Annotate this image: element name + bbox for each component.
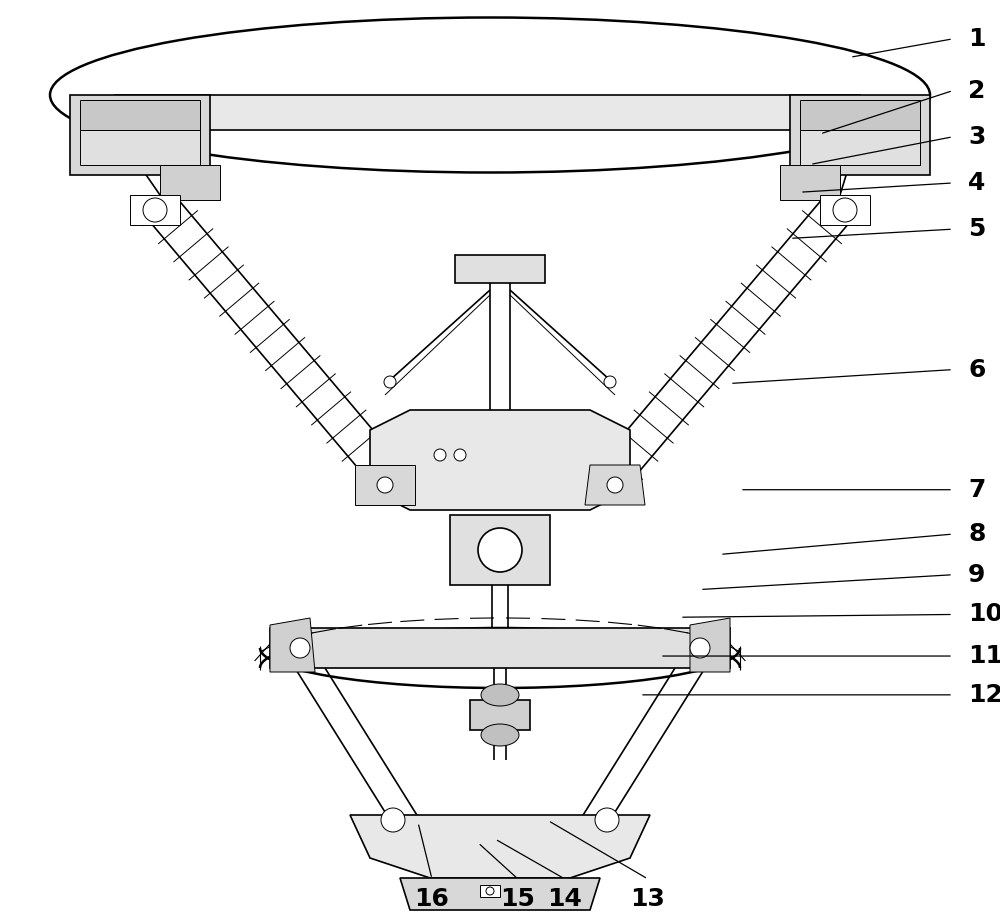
Polygon shape <box>800 100 920 130</box>
Text: 5: 5 <box>968 217 985 241</box>
Polygon shape <box>470 700 530 730</box>
Circle shape <box>607 477 623 493</box>
Polygon shape <box>690 618 730 672</box>
Polygon shape <box>790 95 930 175</box>
Polygon shape <box>350 815 650 878</box>
Bar <box>450 515 550 585</box>
Polygon shape <box>115 95 860 130</box>
Polygon shape <box>585 465 645 505</box>
Text: 3: 3 <box>968 125 985 149</box>
Polygon shape <box>780 165 840 200</box>
Polygon shape <box>160 165 220 200</box>
Bar <box>270 628 730 668</box>
Circle shape <box>454 449 466 461</box>
Circle shape <box>690 638 710 658</box>
Bar <box>455 255 545 283</box>
Text: 11: 11 <box>968 644 1000 668</box>
Bar <box>480 885 500 897</box>
Polygon shape <box>270 618 315 672</box>
Text: 14: 14 <box>548 887 582 911</box>
Text: 9: 9 <box>968 563 985 587</box>
Text: 7: 7 <box>968 478 985 502</box>
Polygon shape <box>80 100 200 130</box>
Circle shape <box>290 638 310 658</box>
Text: 2: 2 <box>968 79 985 103</box>
Circle shape <box>478 528 522 572</box>
Circle shape <box>384 376 396 388</box>
Ellipse shape <box>481 684 519 706</box>
Polygon shape <box>370 410 630 510</box>
Polygon shape <box>800 130 920 165</box>
Ellipse shape <box>481 724 519 746</box>
Polygon shape <box>355 465 415 505</box>
Circle shape <box>381 808 405 832</box>
Circle shape <box>604 376 616 388</box>
Circle shape <box>434 449 446 461</box>
Polygon shape <box>820 195 870 225</box>
Circle shape <box>486 887 494 895</box>
Ellipse shape <box>50 18 930 173</box>
Text: 10: 10 <box>968 602 1000 626</box>
Text: 16: 16 <box>415 887 449 911</box>
Text: 8: 8 <box>968 522 985 546</box>
Text: 6: 6 <box>968 358 985 382</box>
Text: 15: 15 <box>501 887 535 911</box>
Text: 12: 12 <box>968 683 1000 707</box>
Text: 13: 13 <box>631 887 665 911</box>
Circle shape <box>143 198 167 222</box>
Polygon shape <box>70 95 210 175</box>
Polygon shape <box>130 195 180 225</box>
Polygon shape <box>400 878 600 910</box>
Circle shape <box>377 477 393 493</box>
Text: 1: 1 <box>968 27 986 51</box>
Circle shape <box>595 808 619 832</box>
Text: 4: 4 <box>968 171 985 195</box>
Circle shape <box>833 198 857 222</box>
Polygon shape <box>80 130 200 165</box>
